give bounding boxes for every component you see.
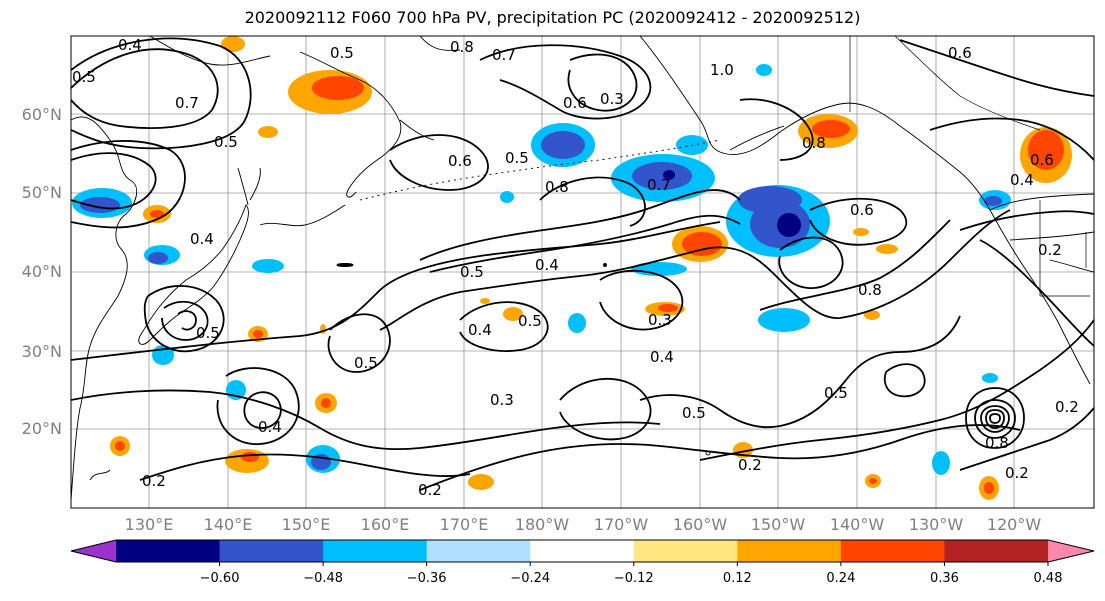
lat-label: 40°N: [22, 262, 62, 281]
contour-label: 0.7: [647, 176, 671, 194]
contour-label: 0.5: [460, 263, 484, 281]
pv-contours: [71, 37, 1094, 491]
contour-label: 0.2: [418, 481, 442, 499]
colorbar-segment: [530, 540, 635, 562]
lon-label: 130°E: [125, 515, 174, 534]
contour-label: 0.5: [682, 404, 706, 422]
lat-label: 50°N: [22, 183, 62, 202]
contour-label: 0.8: [802, 134, 826, 152]
contour-label: 0.3: [600, 90, 624, 108]
contour-label: 0.2: [1005, 464, 1029, 482]
contour-label: 0.2: [1038, 241, 1062, 259]
longitude-labels: 130°E 140°E 150°E 160°E 170°E 180°W 170°…: [125, 515, 1042, 534]
lat-label: 60°N: [22, 105, 62, 124]
lon-label: 140°E: [204, 515, 253, 534]
lon-label: 180°W: [515, 515, 570, 534]
lon-label: 160°E: [361, 515, 410, 534]
colorbar-segment: [840, 540, 945, 562]
lon-label: 140°W: [830, 515, 885, 534]
lon-label: 160°W: [673, 515, 728, 534]
contour-label: 1.0: [710, 61, 734, 79]
contour-labels: 0.4 0.5 0.8 0.7 1.0 0.6 0.5 0.7 0.6 0.5 …: [72, 36, 1079, 499]
contour-label: 0.6: [850, 201, 874, 219]
political-borders: [849, 36, 1090, 297]
colorbar-outline: [70, 539, 1095, 563]
contour-label: 0.6: [563, 94, 587, 112]
contour-label: 0.5: [824, 384, 848, 402]
contour-label: 0.5: [72, 68, 96, 86]
contour-label: 0.4: [468, 321, 492, 339]
lon-label: 120°W: [987, 515, 1042, 534]
colorbar-extend-high: [1048, 540, 1094, 562]
colorbar-tick-label: 0.36: [930, 571, 959, 586]
lon-label: 150°W: [751, 515, 806, 534]
colorbar-segment: [323, 540, 428, 562]
contour-label: 0.8: [545, 178, 569, 196]
colorbar-segment: [219, 540, 324, 562]
lat-label: 30°N: [22, 342, 62, 361]
contour-label: 0.3: [648, 311, 672, 329]
contour-label: 0.5: [214, 133, 238, 151]
contour-label: 0.7: [175, 94, 199, 112]
contour-label: 0.8: [450, 38, 474, 56]
contour-label: 0.2: [142, 472, 166, 490]
contour-label: 0.4: [190, 230, 214, 248]
contour-label: 0.5: [505, 149, 529, 167]
colorbar-tick-label: 0.48: [1034, 571, 1063, 586]
colorbar-tick-label: 0.24: [826, 571, 855, 586]
contour-label: 0.5: [196, 324, 220, 342]
colorbar-segment: [633, 540, 738, 562]
contour-label: 0.7: [492, 46, 516, 64]
plot-frame: [70, 35, 1095, 509]
contour-label: 0.5: [354, 354, 378, 372]
colorbar-tick-label: −0.36: [407, 571, 447, 586]
colorbar-extend-low: [71, 540, 116, 562]
map-title: 2020092112 F060 700 hPa PV, precipitatio…: [244, 8, 861, 27]
contour-label: 0.8: [858, 281, 882, 299]
colorbar-tick-label: −0.48: [303, 571, 343, 586]
contour-label: 0.3: [490, 391, 514, 409]
contour-label: 0.2: [738, 456, 762, 474]
contour-label: 0.6: [1030, 151, 1054, 169]
lon-label: 150°E: [282, 515, 331, 534]
lat-label: 20°N: [22, 419, 62, 438]
coastlines: [71, 36, 1094, 501]
lon-label: 170°W: [594, 515, 649, 534]
colorbar-segment: [944, 540, 1049, 562]
contour-label: 0.5: [330, 44, 354, 62]
lon-label: 170°E: [440, 515, 489, 534]
contour-label: 0.8: [985, 434, 1009, 452]
contour-label: 0.5: [518, 312, 542, 330]
colorbar: −0.60 −0.48 −0.36 −0.24 −0.12 0.12 0.24 0.36 0.4…: [70, 539, 1095, 586]
colorbar-segment: [426, 540, 531, 562]
contour-label: 0.6: [448, 152, 472, 170]
colorbar-tick-label: −0.12: [614, 571, 654, 586]
contour-label: 0.4: [1010, 171, 1034, 189]
colorbar-tick-label: 0.12: [723, 571, 752, 586]
latitude-labels: 60°N 50°N 40°N 30°N 20°N: [22, 105, 62, 438]
colorbar-tick-label: −0.60: [200, 571, 240, 586]
colorbar-segment: [116, 540, 221, 562]
lon-label: 130°W: [909, 515, 964, 534]
contour-label: 0.4: [650, 348, 674, 366]
contour-label: 0.4: [118, 36, 142, 54]
contour-label: 0.4: [535, 256, 559, 274]
colorbar-segment: [737, 540, 842, 562]
contour-label: 0.4: [258, 418, 282, 436]
colorbar-tick-label: −0.24: [510, 571, 550, 586]
contour-label: 0.6: [948, 44, 972, 62]
contour-label: 0.2: [1055, 398, 1079, 416]
